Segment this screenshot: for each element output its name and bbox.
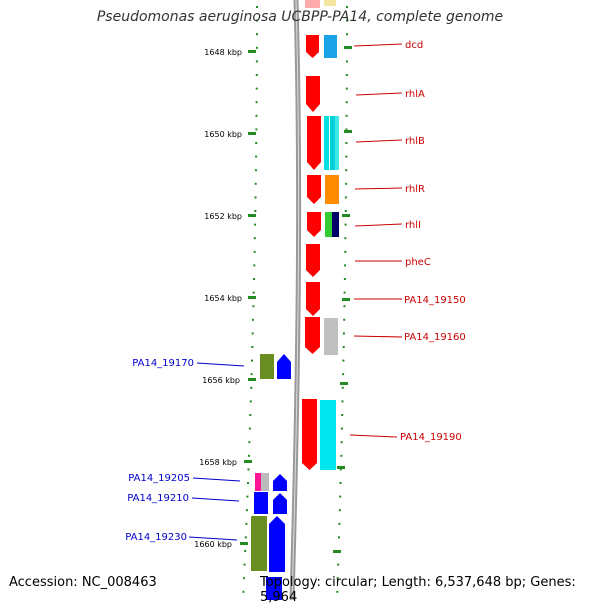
gene-label[interactable]: rhlB — [405, 136, 425, 147]
gene-label[interactable]: rhlI — [405, 220, 421, 231]
gene-label[interactable]: PA14_19230 — [125, 532, 187, 543]
ruler-label: 1656 kbp — [202, 376, 240, 385]
genome-summary: Topology: circular; Length: 6,537,648 bp… — [260, 575, 576, 605]
gene-rhlB-arrow[interactable] — [307, 116, 321, 170]
gene-PA14_19190-arrow[interactable] — [302, 399, 317, 470]
ruler-label: 1660 kbp — [194, 540, 232, 549]
gene-label[interactable]: dcd — [405, 40, 423, 51]
gene-rhlR-arrow[interactable] — [307, 175, 321, 204]
gene-dcd-arrow[interactable] — [306, 35, 319, 58]
gene-rhlI-arrow[interactable] — [307, 212, 321, 237]
gene-PA14_19210-arrow[interactable] — [273, 493, 287, 514]
ruler-label: 1652 kbp — [204, 212, 242, 221]
partial-gene-bottom — [266, 577, 282, 600]
partial-gene-top-red — [305, 0, 320, 8]
right-ticks — [333, 46, 352, 553]
minus-strand-features — [251, 354, 274, 571]
ruler: 1648 kbp 1650 kbp 1652 kbp 1654 kbp 1656… — [194, 48, 256, 549]
gene-label[interactable]: PA14_19170 — [132, 358, 194, 369]
ruler-label: 1658 kbp — [199, 458, 237, 467]
gene-label[interactable]: PA14_19160 — [404, 332, 466, 343]
gene-PA14_19150-arrow[interactable] — [306, 282, 320, 316]
ruler-label: 1648 kbp — [204, 48, 242, 57]
ruler-label: 1654 kbp — [204, 294, 242, 303]
plus-gene-labels: dcd rhlA rhlB rhlR rhlI pheC PA14_19150 … — [349, 40, 466, 443]
gene-PA14_19160-arrow[interactable] — [305, 317, 320, 354]
gene-label[interactable]: PA14_19210 — [127, 493, 189, 504]
gene-PA14_19230-arrow[interactable] — [269, 516, 285, 572]
minus-strand-genes — [266, 354, 291, 600]
partial-gene-top-yellow — [324, 0, 336, 6]
plus-strand-genes — [302, 35, 321, 470]
gene-label[interactable]: PA14_19150 — [404, 295, 466, 306]
plus-strand-features — [320, 35, 339, 470]
gene-PA14_19205-arrow[interactable] — [273, 474, 287, 491]
gene-PA14_19170-arrow[interactable] — [277, 354, 291, 379]
gene-pheC-arrow[interactable] — [306, 244, 320, 277]
dotted-guides — [242, 6, 348, 593]
gene-rhlA-arrow[interactable] — [306, 76, 320, 112]
map-title: Pseudomonas aeruginosa UCBPP-PA14, compl… — [96, 9, 504, 25]
gene-label[interactable]: PA14_19190 — [400, 432, 462, 443]
gene-label[interactable]: rhlR — [405, 184, 425, 195]
minus-gene-labels: PA14_19170 PA14_19205 PA14_19210 PA14_19… — [125, 358, 245, 543]
ruler-label: 1650 kbp — [204, 130, 242, 139]
accession-label: Accession: NC_008463 — [9, 575, 157, 590]
gene-label[interactable]: PA14_19205 — [128, 473, 190, 484]
gene-label[interactable]: rhlA — [405, 89, 425, 100]
gene-label[interactable]: pheC — [405, 257, 431, 268]
